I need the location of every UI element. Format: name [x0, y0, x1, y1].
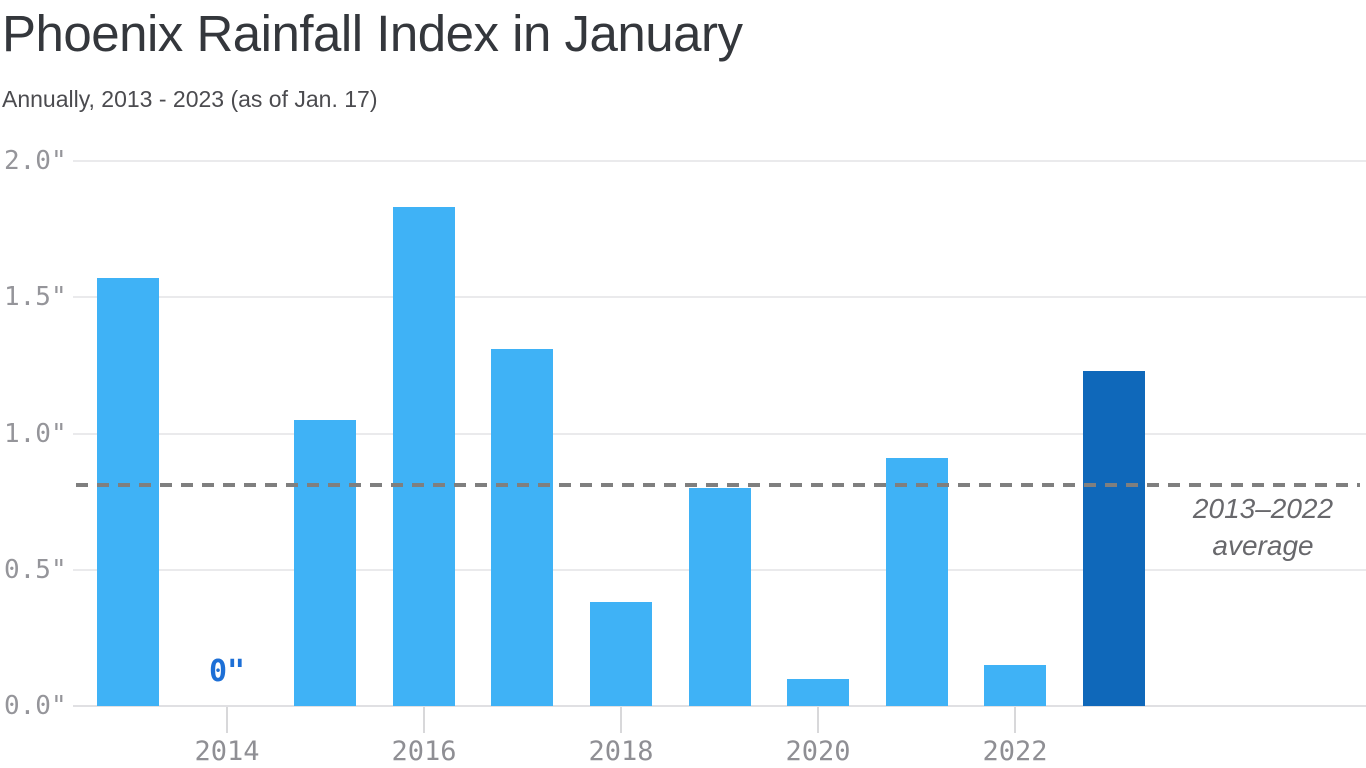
bar-2023: [1083, 371, 1145, 706]
y-axis-label: 1.0": [4, 419, 67, 449]
bar-2019: [689, 488, 751, 706]
x-axis-label: 2020: [785, 736, 851, 767]
x-axis-label: 2016: [391, 736, 457, 767]
x-axis-tick-2020: [817, 707, 819, 733]
x-axis-tick-2016: [423, 707, 425, 733]
x-axis-label: 2018: [588, 736, 654, 767]
bar-2020: [787, 679, 849, 706]
average-line-label: 2013–2022 average: [1178, 490, 1348, 564]
average-label-line2: average: [1212, 530, 1314, 561]
bar-2016: [393, 207, 455, 706]
y-axis-label: 0.0": [4, 691, 67, 721]
zero-value-annotation: 0": [208, 654, 246, 689]
average-label-line1: 2013–2022: [1192, 493, 1334, 524]
chart-title: Phoenix Rainfall Index in January: [2, 5, 743, 62]
average-reference-line: [76, 483, 1360, 487]
y-axis-label: 0.5": [4, 555, 67, 585]
gridline-1.5: [73, 296, 1366, 298]
bar-2013: [97, 278, 159, 706]
x-axis-tick-2022: [1014, 707, 1016, 733]
x-axis-label: 2014: [194, 736, 260, 767]
bar-2022: [984, 665, 1046, 706]
y-axis-label: 2.0": [4, 146, 67, 176]
x-axis-tick-2014: [226, 707, 228, 733]
gridline-2.0: [73, 160, 1366, 162]
bar-2018: [590, 602, 652, 706]
bar-2017: [491, 349, 553, 706]
x-axis-label: 2022: [982, 736, 1048, 767]
bar-2015: [294, 420, 356, 706]
y-axis-label: 1.5": [4, 282, 67, 312]
bar-2021: [886, 458, 948, 706]
chart-subtitle: Annually, 2013 - 2023 (as of Jan. 17): [2, 86, 378, 112]
gridline-1.0: [73, 433, 1366, 435]
gridline-0.0: [73, 705, 1366, 707]
x-axis-tick-2018: [620, 707, 622, 733]
